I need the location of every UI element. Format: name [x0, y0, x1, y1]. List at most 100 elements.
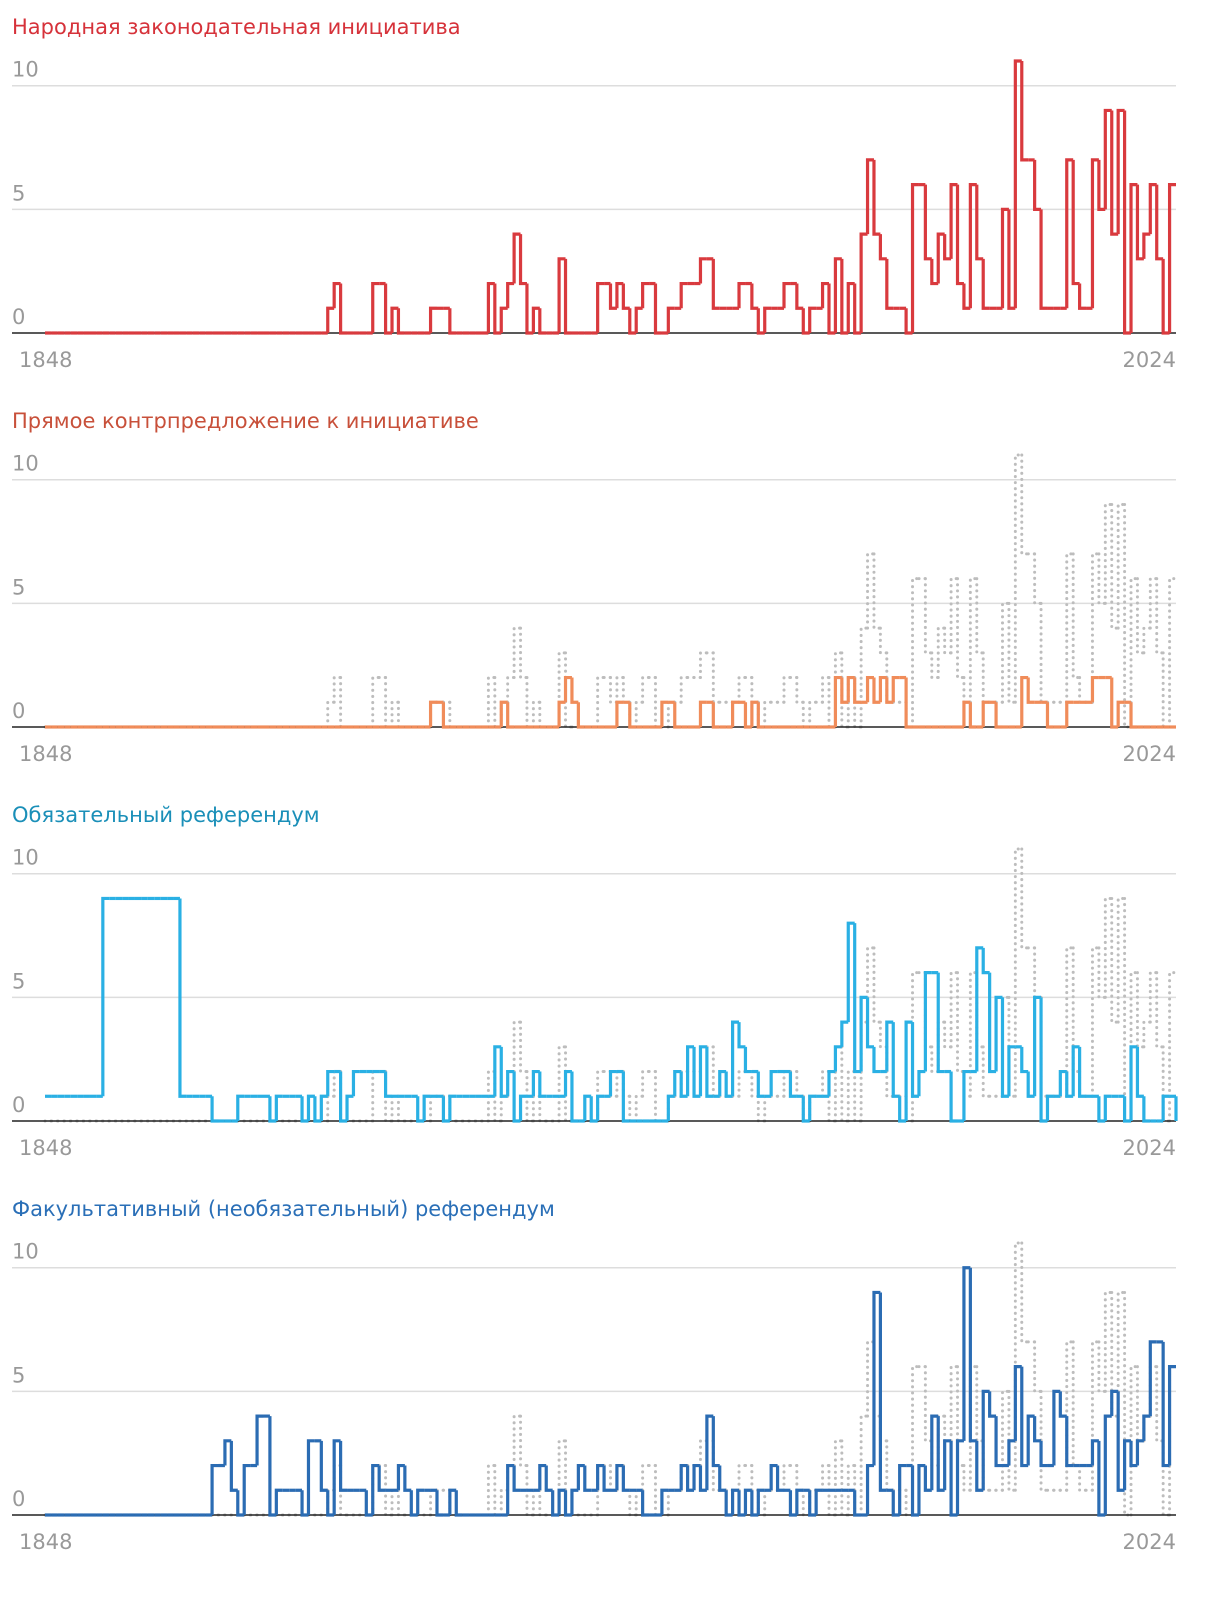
y-tick-label: 0	[12, 1487, 25, 1511]
step-segment	[1007, 1045, 1016, 1097]
step-segment	[885, 677, 894, 704]
step-segment	[300, 1490, 309, 1517]
step-segment	[441, 702, 450, 729]
step-segment	[1097, 1440, 1106, 1517]
chart-title: Обязательный референдум	[12, 803, 320, 827]
reference-step	[1039, 601, 1049, 704]
step-segment	[1142, 232, 1151, 259]
step-segment	[428, 306, 437, 333]
step-segment	[949, 1440, 958, 1517]
step-segment	[313, 1096, 322, 1123]
reference-step	[1155, 577, 1165, 655]
step-segment	[910, 1022, 919, 1098]
step-segment	[865, 675, 874, 703]
step-segment	[891, 1490, 900, 1517]
reference-step	[531, 700, 542, 729]
step-segment	[878, 234, 887, 261]
reference-step	[763, 1488, 773, 1517]
step-segment	[538, 1463, 547, 1491]
step-segment	[769, 1069, 778, 1097]
reference-step	[711, 651, 722, 704]
step-segment	[865, 158, 874, 235]
step-segment	[506, 1463, 515, 1515]
step-segment	[711, 1416, 720, 1468]
step-segment	[274, 1094, 283, 1121]
step-segment	[557, 257, 566, 333]
step-segment	[1090, 675, 1099, 703]
reference-step	[750, 1464, 760, 1492]
step-segment	[737, 1022, 746, 1049]
step-segment	[1142, 1096, 1151, 1123]
step-segment	[1045, 1094, 1054, 1121]
step-segment	[872, 159, 881, 236]
reference-step	[968, 971, 979, 1098]
step-segment	[808, 1094, 817, 1121]
reference-step	[956, 577, 966, 680]
step-segment	[743, 702, 752, 729]
step-segment	[923, 1465, 932, 1492]
reference-step	[795, 1070, 805, 1098]
step-segment	[563, 1490, 572, 1517]
reference-step	[1097, 1340, 1107, 1393]
step-segment	[910, 1465, 919, 1517]
reference-step	[821, 1464, 831, 1492]
step-segment	[1000, 207, 1009, 309]
step-segment	[904, 1020, 913, 1121]
reference-step	[975, 577, 985, 655]
step-segment	[943, 1439, 952, 1491]
step-segment	[1026, 1071, 1035, 1098]
reference-step	[795, 676, 805, 704]
reference-step	[911, 577, 921, 729]
reference-step	[371, 676, 381, 729]
step-segment	[750, 283, 759, 310]
reference-step	[1129, 577, 1139, 729]
step-segment	[332, 281, 341, 309]
step-segment	[730, 1488, 740, 1515]
step-segment	[808, 306, 817, 333]
y-tick-label: 5	[12, 1363, 25, 1387]
step-segment	[615, 700, 624, 727]
step-segment	[859, 232, 868, 333]
step-segment	[409, 1490, 418, 1517]
step-segment	[788, 1490, 797, 1517]
step-segment	[949, 183, 958, 259]
step-segment	[596, 281, 605, 333]
step-segment	[1161, 1341, 1170, 1468]
step-segment	[512, 1071, 521, 1123]
step-segment	[416, 1488, 425, 1515]
step-segment	[994, 702, 1003, 729]
reference-step	[1123, 502, 1133, 729]
step-segment	[795, 283, 804, 310]
reference-step	[396, 1094, 407, 1123]
reference-step	[1116, 896, 1127, 1024]
step-segment	[666, 1094, 675, 1121]
step-segment	[853, 677, 862, 704]
step-segment	[1026, 1414, 1035, 1466]
step-segment	[396, 1463, 405, 1491]
step-segment	[621, 1465, 630, 1492]
step-segment	[371, 1463, 380, 1515]
step-segment	[178, 898, 187, 1098]
step-segment	[769, 1463, 778, 1491]
step-segment	[846, 921, 855, 1023]
step-segment	[628, 702, 637, 729]
step-segment	[1020, 1046, 1029, 1074]
reference-step	[1103, 896, 1114, 999]
step-segment	[621, 1071, 630, 1123]
step-segment	[653, 283, 662, 335]
step-segment	[332, 1439, 341, 1515]
x-tick-label: 1848	[19, 1136, 72, 1160]
reference-step	[1078, 676, 1088, 704]
step-segment	[1110, 677, 1119, 729]
step-segment	[1045, 702, 1054, 729]
step-segment	[840, 258, 849, 335]
y-tick-label: 0	[12, 1093, 25, 1117]
step-segment	[1078, 1046, 1087, 1098]
reference-step	[878, 626, 889, 655]
reference-step	[737, 676, 747, 704]
step-segment	[673, 1069, 682, 1097]
step-segment	[846, 281, 855, 333]
reference-step	[1135, 577, 1146, 655]
step-segment	[801, 308, 810, 335]
step-segment	[1071, 1045, 1080, 1097]
